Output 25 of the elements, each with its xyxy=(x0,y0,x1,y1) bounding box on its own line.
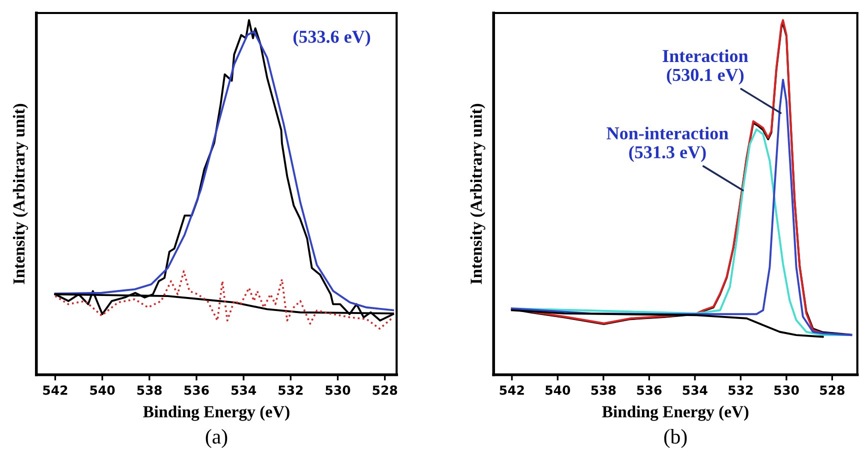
x-tick-label: 534 xyxy=(231,385,256,395)
annotation: (533.6 eV) xyxy=(293,30,370,47)
x-tick-label: 542 xyxy=(500,385,524,395)
x-axis-title: Binding Energy (eV) xyxy=(602,406,748,421)
text: (a) xyxy=(206,429,228,448)
x-tick-label: 540 xyxy=(546,385,570,395)
x-tick-label: 538 xyxy=(137,385,162,395)
annotation: Interaction (530.1 eV) xyxy=(662,49,748,85)
x-tick-label: 536 xyxy=(184,385,209,395)
x-tick-label: 528 xyxy=(820,385,844,395)
x-tick-label: 540 xyxy=(90,385,115,395)
x-tick-label: 536 xyxy=(637,385,662,395)
x-tick-label: 532 xyxy=(278,385,303,395)
x-axis-title: Binding Energy (eV) xyxy=(143,406,290,421)
x-tick-label: 532 xyxy=(728,385,753,395)
y-axis-title: Intensity (Arbitrary unit) xyxy=(470,104,486,284)
x-tick-label: 528 xyxy=(372,385,398,395)
y-axis-title: Intensity (Arbitrary unit) xyxy=(12,104,28,284)
x-tick-label: 538 xyxy=(591,385,616,395)
x-tick-label: 542 xyxy=(43,385,68,395)
x-tick-label: 530 xyxy=(326,385,350,395)
text: (b) xyxy=(664,429,687,448)
x-tick-label: 530 xyxy=(774,385,799,395)
annotation: Non-interaction (531.3 eV) xyxy=(606,126,728,162)
x-tick-label: 534 xyxy=(682,385,708,395)
